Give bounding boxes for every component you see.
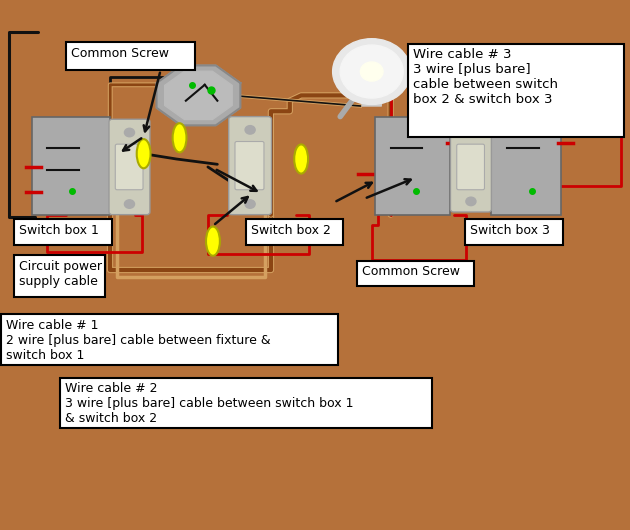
FancyBboxPatch shape [491,117,561,215]
FancyBboxPatch shape [14,219,112,245]
FancyBboxPatch shape [235,142,264,190]
FancyBboxPatch shape [246,219,343,245]
Ellipse shape [173,123,186,153]
Ellipse shape [294,144,308,174]
Circle shape [360,62,383,81]
FancyBboxPatch shape [408,44,624,137]
Polygon shape [156,65,241,126]
Text: Circuit power
supply cable: Circuit power supply cable [19,260,102,288]
Ellipse shape [206,227,220,255]
Circle shape [125,200,135,208]
Polygon shape [359,85,384,106]
Text: Wire cable # 1
2 wire [plus bare] cable between fixture &
switch box 1: Wire cable # 1 2 wire [plus bare] cable … [6,319,271,361]
FancyBboxPatch shape [14,255,105,297]
FancyBboxPatch shape [109,119,150,215]
FancyBboxPatch shape [60,378,432,428]
FancyBboxPatch shape [375,117,450,215]
Circle shape [245,126,255,134]
Circle shape [125,128,135,137]
Circle shape [245,200,255,208]
Text: Wire cable # 3
3 wire [plus bare]
cable between switch
box 2 & switch box 3: Wire cable # 3 3 wire [plus bare] cable … [413,48,558,106]
FancyBboxPatch shape [32,117,110,215]
Circle shape [340,45,403,98]
Text: Common Screw: Common Screw [362,265,461,278]
Text: Switch box 3: Switch box 3 [470,224,550,237]
FancyBboxPatch shape [1,314,338,365]
Circle shape [333,39,411,104]
Text: Switch box 2: Switch box 2 [251,224,331,237]
Circle shape [466,197,476,206]
FancyBboxPatch shape [357,261,474,286]
FancyBboxPatch shape [115,144,143,190]
FancyBboxPatch shape [450,119,491,212]
Ellipse shape [137,139,151,169]
Text: Switch box 1: Switch box 1 [19,224,99,237]
Polygon shape [164,71,232,120]
Circle shape [466,127,476,135]
FancyBboxPatch shape [229,117,272,215]
FancyBboxPatch shape [457,144,484,190]
FancyBboxPatch shape [465,219,563,245]
Text: Wire cable # 2
3 wire [plus bare] cable between switch box 1
& switch box 2: Wire cable # 2 3 wire [plus bare] cable … [65,382,353,425]
FancyBboxPatch shape [66,42,195,70]
Text: Common Screw: Common Screw [71,47,169,60]
